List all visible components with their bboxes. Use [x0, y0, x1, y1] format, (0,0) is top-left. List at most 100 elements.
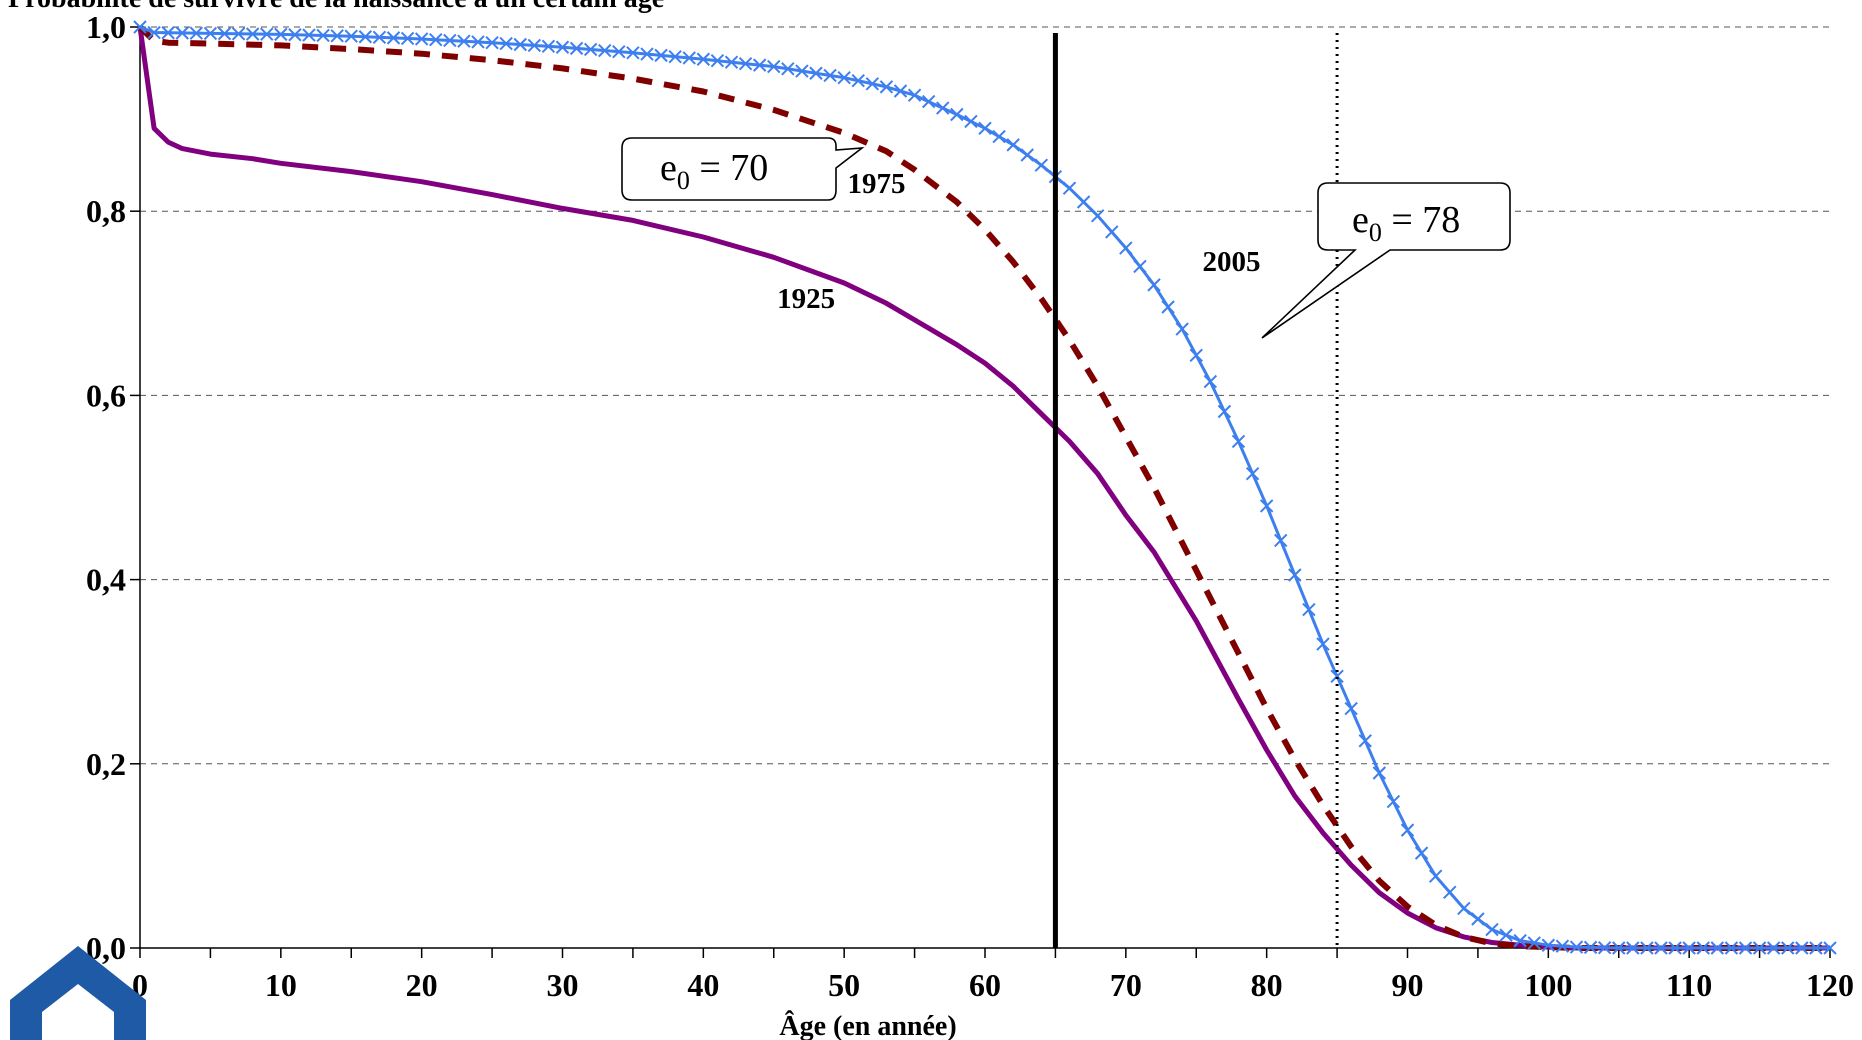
series-marker-2005: [527, 38, 542, 53]
callout-e0-78-text: e0 = 78: [1352, 199, 1460, 247]
series-marker-2005: [626, 46, 640, 60]
series-marker-2005: [1471, 912, 1485, 926]
series-marker-2005: [1823, 941, 1837, 955]
x-tick-label: 120: [1806, 967, 1854, 1003]
series-marker-2005: [316, 28, 330, 43]
series-marker-2005: [1499, 928, 1513, 942]
x-tick-label: 90: [1392, 967, 1424, 1003]
series-marker-2005: [879, 80, 894, 94]
series-marker-2005: [950, 107, 964, 122]
series-marker-2005: [1133, 259, 1147, 274]
series-marker-2005: [809, 66, 823, 80]
series-marker-2005: [231, 27, 246, 41]
series-marker-2005: [1189, 348, 1203, 363]
series-marker-2005: [133, 20, 147, 34]
series-marker-2005: [457, 34, 471, 48]
series-marker-2005: [189, 26, 204, 40]
series-marker-2005: [485, 35, 499, 50]
series-marker-2005: [682, 51, 696, 65]
series-marker-2005: [1414, 846, 1429, 860]
series-marker-2005: [964, 114, 978, 129]
series-marker-2005: [1161, 300, 1175, 314]
series-marker-2005: [612, 44, 626, 59]
x-tick-label: 60: [969, 967, 1001, 1003]
series-marker-2005: [1358, 734, 1372, 748]
curve-label-1975: 1975: [848, 168, 906, 200]
series-marker-2005: [1105, 225, 1119, 239]
callout-e0-78-bubble: [1261, 182, 1511, 339]
series-marker-2005: [1809, 941, 1823, 955]
series-marker-2005: [203, 26, 218, 41]
series-marker-2005: [217, 26, 232, 41]
series-marker-2005: [1062, 181, 1077, 195]
series-marker-2005: [1231, 434, 1246, 449]
series-marker-2005: [907, 88, 922, 102]
series-marker-2005: [1006, 138, 1020, 152]
series-marker-2005: [1034, 158, 1049, 172]
series-marker-2005: [1330, 669, 1344, 684]
x-axis-title: Âge (en année): [779, 1011, 956, 1040]
series-marker-2005: [1147, 278, 1161, 292]
series-marker-2005: [668, 49, 682, 64]
series-marker-2005: [1513, 933, 1527, 948]
series-marker-2005: [569, 41, 584, 56]
series-marker-2005: [1597, 940, 1612, 955]
callout-e0-70-text: e0 = 70: [660, 147, 768, 195]
series-marker-2005: [1696, 941, 1710, 955]
y-tick-label: 0,2: [86, 746, 126, 782]
series-marker-2005: [921, 94, 936, 109]
curve-labels: 1925 1975 2005: [777, 168, 1260, 315]
series-marker-2005: [781, 62, 795, 76]
series-marker-2005: [471, 35, 485, 49]
series-group: [133, 20, 1837, 955]
series-marker-2005: [330, 29, 344, 43]
series-marker-2005: [1795, 941, 1809, 955]
series-marker-2005: [1612, 941, 1626, 955]
series-marker-2005: [161, 26, 175, 40]
series-marker-2005: [1372, 766, 1387, 780]
series-marker-2005: [767, 59, 781, 74]
series-marker-2005: [1752, 941, 1767, 955]
series-marker-2005: [344, 29, 358, 43]
x-tick-label: 110: [1666, 967, 1712, 1003]
series-marker-2005: [302, 28, 316, 42]
series-marker-2005: [1443, 885, 1457, 899]
series-marker-2005: [429, 33, 443, 47]
series-marker-2005: [175, 26, 189, 40]
series-marker-2005: [837, 70, 851, 85]
series-marker-2005: [372, 30, 387, 45]
series-marker-2005: [1724, 941, 1739, 955]
series-marker-2005: [1090, 209, 1105, 223]
series-marker-2005: [696, 52, 711, 66]
x-tick-label: 10: [265, 967, 297, 1003]
series-marker-2005: [245, 27, 260, 41]
series-marker-2005: [710, 54, 725, 68]
x-tick-label: 30: [547, 967, 579, 1003]
series-marker-2005: [386, 31, 401, 45]
series-marker-2005: [1020, 148, 1034, 162]
series-marker-2005: [1668, 941, 1682, 955]
series-marker-2005: [1738, 941, 1753, 955]
axes: 0,00,20,40,60,81,00 10 20 30 40 50 60 70 80 90 100…: [86, 9, 1854, 1003]
series-marker-2005: [1316, 637, 1330, 651]
series-marker-2005: [865, 77, 880, 91]
series-marker-2005: [1428, 869, 1443, 883]
series-marker-2005: [893, 84, 908, 98]
series-marker-2005: [499, 36, 513, 51]
x-tick-label: 20: [406, 967, 438, 1003]
series-marker-2005: [1555, 939, 1570, 953]
series-marker-2005: [1076, 195, 1091, 209]
series-marker-2005: [414, 32, 429, 46]
series-marker-2005: [400, 31, 415, 46]
series-line-1975: [137, 24, 1830, 951]
curve-label-1925: 1925: [777, 283, 835, 315]
series-marker-2005: [992, 129, 1006, 144]
series-marker-2005: [1217, 404, 1232, 419]
y-tick-label: 0,6: [86, 377, 126, 413]
series-marker-2005: [1386, 794, 1401, 809]
series-marker-2005: [1640, 941, 1654, 955]
series-marker-2005: [1344, 701, 1358, 716]
series-marker-2005: [823, 68, 837, 83]
gridlines: [140, 26, 1830, 765]
series-marker-2005: [1457, 901, 1471, 916]
